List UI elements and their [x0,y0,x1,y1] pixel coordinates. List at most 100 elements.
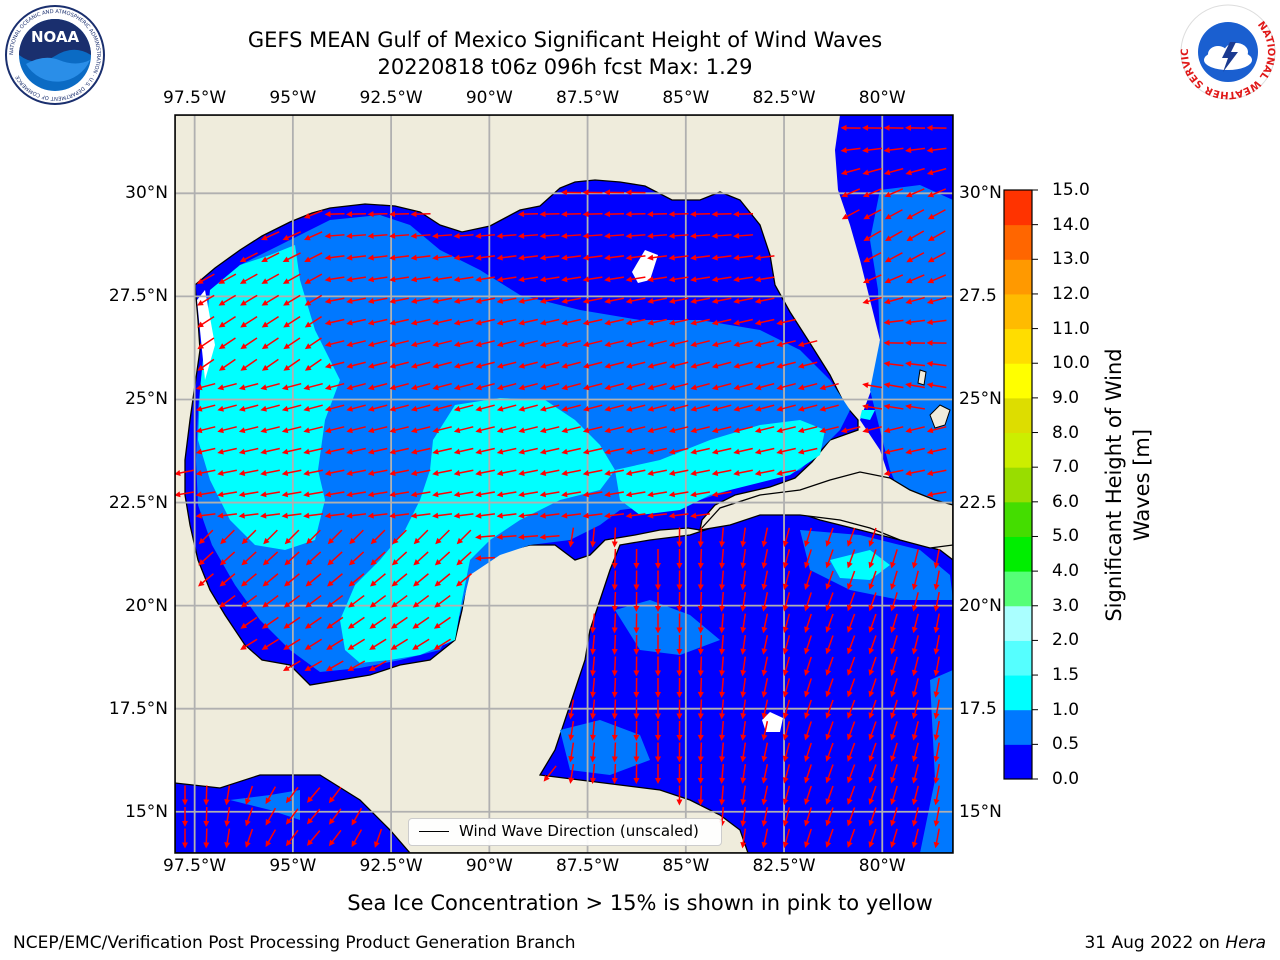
wave-arrow [389,512,410,519]
wave-arrow [262,573,279,587]
wave-arrow [604,340,624,348]
wave-arrow [782,635,791,655]
wave-arrow [539,318,560,326]
wave-arrow [410,254,431,261]
lon-tick-top: 92.5°W [359,88,423,108]
wave-arrow [261,638,280,650]
lon-tick-bottom: 92.5°W [359,856,423,876]
wave-arrow [668,318,689,326]
wave-arrow [911,549,919,569]
wave-arrow [697,742,704,763]
noaa-logo: NOAA NATIONAL OCEANIC AND ATMOSPHERIC AD… [5,5,105,105]
wave-arrow [203,785,210,806]
wave-arrow [846,785,856,805]
chart-subtitle: 20220818 t06z 096h fcst Max: 1.29 [377,55,753,79]
wave-arrow [475,318,495,326]
wave-arrow [926,382,947,389]
wave-arrow [911,678,919,698]
wave-arrow [719,527,726,548]
wave-arrow [782,721,791,741]
wave-arrow [283,294,301,306]
wave-arrow [284,573,300,587]
wave-arrow [883,447,904,455]
wave-arrow [389,361,409,369]
wave-arrow [324,276,345,283]
wave-arrow [846,592,856,612]
wave-arrow [181,806,188,827]
wave-arrow [582,469,603,476]
wave-arrow [197,337,215,350]
wave-arrow [367,297,388,304]
wave-arrow [245,785,254,805]
wave-arrow [195,426,216,434]
colorbar-tick-label: 14.0 [1052,214,1090,235]
wave-arrow [883,147,904,154]
wave-arrow [825,742,834,762]
lat-tick-right: 22.5 [959,492,997,513]
wave-arrow [868,807,877,827]
wave-arrow [303,512,324,519]
wave-arrow [625,297,646,304]
wave-arrow [625,512,646,519]
wave-arrow [647,404,667,412]
wave-arrow [846,699,856,719]
wave-arrow [933,807,940,827]
wave-arrow [933,785,940,806]
wave-arrow [611,570,618,591]
wave-arrow [260,231,280,241]
wave-arrow [825,549,834,569]
wave-arrow [926,491,947,498]
wave-arrow [285,786,299,804]
wave-arrow [367,491,388,498]
wave-arrow [719,613,726,634]
wave-arrow [711,254,732,261]
wave-arrow [590,699,597,720]
lon-tick-bottom: 82.5°W [752,856,816,876]
wave-arrow [676,634,683,655]
wave-arrow [324,361,345,369]
wave-arrow [782,656,791,677]
wave-arrow [410,361,431,369]
wave-arrow [324,404,345,412]
wave-arrow [933,592,940,612]
wave-arrow [412,638,430,650]
wave-arrow [754,404,775,412]
wave-arrow [181,785,188,806]
wave-arrow [283,594,301,608]
lon-tick-bottom: 87.5°W [555,856,620,876]
wave-arrow [926,167,947,176]
colorbar-tick-label: 0.0 [1052,769,1080,789]
colorbar-segment [1004,190,1032,226]
wave-arrow [561,211,582,218]
wave-arrow [306,529,321,545]
wave-arrow [604,447,624,455]
wave-arrow [217,404,237,412]
wave-arrow [782,678,791,698]
wave-arrow [933,570,940,591]
wave-arrow [825,570,834,590]
wave-arrow [754,447,775,455]
wave-arrow [261,337,279,350]
wave-arrow [676,570,683,591]
wave-arrow [868,527,877,547]
lon-tick-top: 87.5°W [555,88,620,108]
wave-arrow [804,785,812,805]
wave-arrow [410,276,431,283]
wave-arrow [369,638,387,650]
wave-arrow [883,469,904,476]
wave-arrow [561,447,581,455]
wave-arrow [883,426,904,434]
wave-arrow [367,254,388,261]
wave-arrow [740,548,747,569]
wave-arrow [370,573,386,587]
wave-arrow [261,616,279,629]
wave-arrow [324,232,345,239]
wave-arrow [647,340,667,348]
wave-arrow [391,594,408,608]
wave-arrow [304,358,322,371]
wave-arrow [410,382,431,391]
lat-tick-right: 27.5 [959,286,997,307]
wave-arrow [846,742,856,762]
wave-arrow [654,634,661,655]
colorbar-tick-label: 5.0 [1052,526,1080,547]
